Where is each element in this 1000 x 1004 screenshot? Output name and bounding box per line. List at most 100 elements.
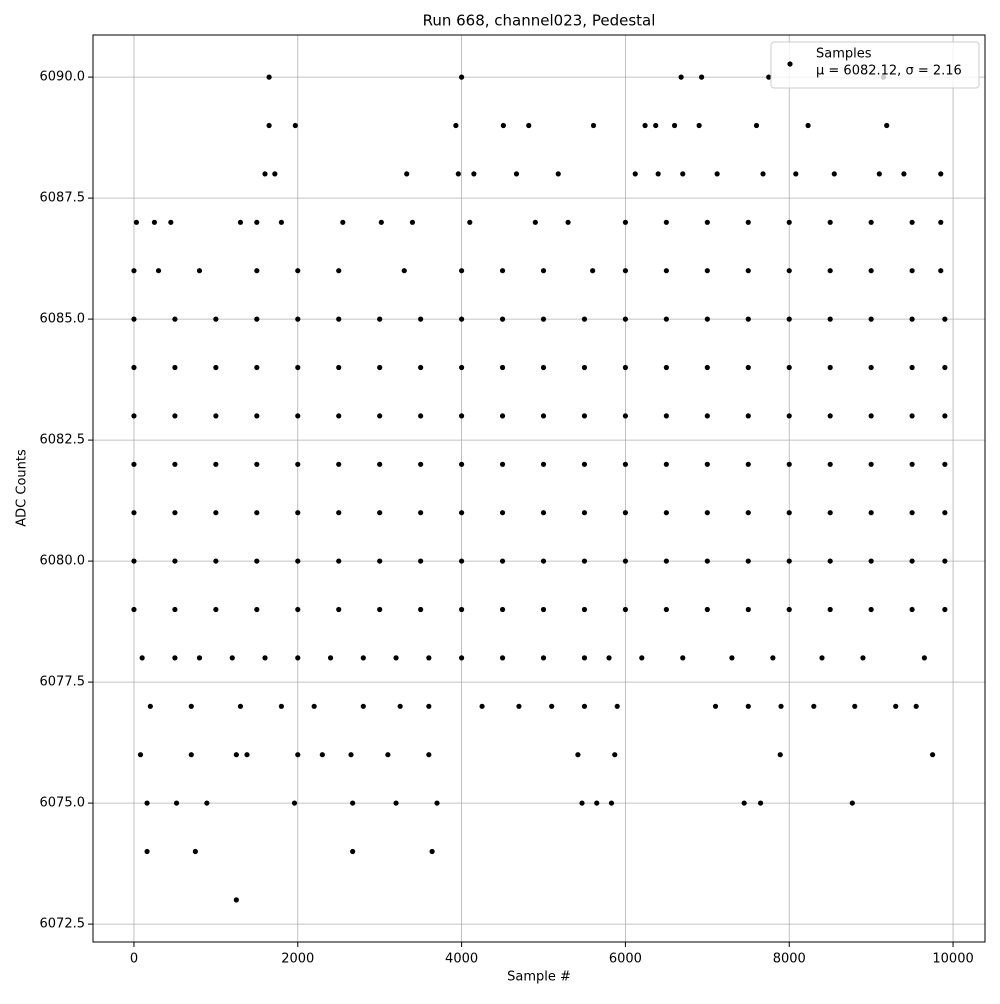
point	[942, 364, 948, 371]
point	[663, 461, 669, 467]
point	[139, 655, 145, 661]
point	[642, 122, 648, 129]
point	[745, 703, 751, 709]
point	[188, 752, 194, 758]
x-tick-label: 6000	[609, 952, 642, 967]
point	[292, 122, 298, 129]
point	[555, 171, 561, 177]
point	[653, 122, 659, 129]
point	[254, 510, 260, 516]
point	[397, 703, 403, 709]
point	[876, 171, 882, 177]
point	[696, 122, 702, 129]
point	[266, 122, 272, 129]
point	[173, 800, 180, 806]
point	[499, 268, 506, 274]
point	[581, 316, 588, 322]
point	[581, 558, 588, 564]
point	[777, 752, 783, 758]
point	[729, 655, 735, 661]
point	[786, 461, 792, 467]
y-tick-label: 6077.5	[40, 675, 86, 690]
point	[471, 171, 477, 177]
point	[244, 752, 250, 758]
point	[295, 655, 301, 661]
point	[147, 703, 153, 709]
point	[622, 268, 629, 274]
point	[614, 703, 620, 709]
point	[467, 219, 473, 225]
point	[827, 364, 833, 371]
point	[131, 558, 137, 564]
point	[942, 461, 948, 467]
point	[455, 171, 461, 177]
point	[131, 316, 137, 322]
point	[295, 558, 301, 564]
point	[786, 510, 792, 516]
point	[340, 219, 346, 225]
point	[429, 848, 435, 855]
point	[868, 461, 874, 467]
point	[753, 122, 760, 129]
point	[766, 74, 772, 80]
point	[540, 606, 547, 613]
plot-frame	[92, 34, 986, 943]
point	[272, 171, 278, 177]
point	[868, 219, 874, 225]
point	[942, 316, 948, 322]
x-axis-label: Sample #	[507, 970, 571, 985]
point	[213, 510, 219, 516]
point	[909, 510, 915, 516]
point	[377, 558, 383, 564]
point	[698, 74, 705, 80]
point	[786, 219, 792, 225]
point	[295, 752, 301, 758]
point	[377, 316, 383, 322]
point	[827, 606, 833, 613]
y-tick-label: 6082.5	[40, 433, 86, 448]
point	[909, 316, 915, 322]
point	[479, 703, 485, 709]
point	[622, 316, 629, 322]
point	[336, 461, 342, 467]
point	[458, 74, 465, 80]
point	[499, 558, 506, 564]
point	[213, 461, 219, 467]
point	[893, 703, 899, 709]
point	[499, 316, 506, 322]
point	[458, 461, 465, 467]
point	[360, 703, 366, 709]
x-tick-label: 10000	[932, 952, 973, 967]
point	[377, 510, 383, 516]
point	[827, 461, 833, 467]
point	[760, 171, 766, 177]
point	[909, 413, 915, 419]
point	[458, 606, 465, 613]
point	[336, 510, 342, 516]
point	[434, 800, 440, 806]
point	[757, 800, 764, 806]
point	[254, 558, 260, 564]
legend-note: μ = 6082.12, σ = 2.16	[816, 64, 962, 79]
point	[458, 268, 465, 274]
point	[938, 268, 944, 274]
point	[581, 510, 588, 516]
point	[266, 74, 272, 80]
point	[336, 606, 342, 613]
point	[565, 219, 571, 225]
point	[786, 316, 792, 322]
point	[418, 316, 424, 322]
point	[663, 558, 669, 564]
point	[827, 558, 833, 564]
point	[453, 122, 459, 129]
point	[131, 606, 137, 613]
x-tick-label: 8000	[773, 952, 806, 967]
point	[540, 510, 547, 516]
point	[549, 703, 555, 709]
point	[499, 413, 506, 419]
point	[131, 268, 137, 274]
point	[929, 752, 936, 758]
point	[745, 413, 751, 419]
point	[532, 219, 538, 225]
point	[579, 800, 585, 806]
